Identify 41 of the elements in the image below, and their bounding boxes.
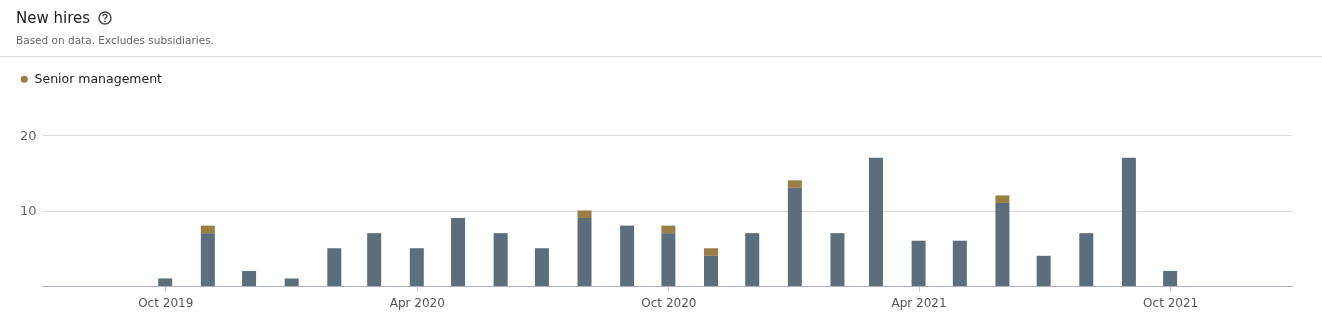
y-tick-label: 20 <box>19 127 37 143</box>
y-tick-label: 10 <box>19 203 37 218</box>
bar <box>367 233 382 286</box>
bar <box>200 233 215 286</box>
bar <box>577 210 592 219</box>
bar <box>409 248 424 286</box>
bar <box>1036 255 1051 286</box>
bar <box>284 278 299 286</box>
bar <box>577 218 592 286</box>
x-tick-label: Oct 2019 <box>138 295 194 310</box>
bar <box>158 278 173 286</box>
bar <box>952 240 967 286</box>
bar <box>661 233 676 286</box>
bar <box>868 157 883 286</box>
bar <box>745 233 760 286</box>
bar <box>242 270 257 286</box>
bar <box>787 180 802 188</box>
x-tick-label: Apr 2020 <box>389 295 445 310</box>
bar <box>661 225 676 234</box>
bar <box>1163 270 1178 286</box>
legend-label: Senior management <box>34 71 163 87</box>
chart-title: New hires <box>16 9 91 27</box>
bar <box>451 218 466 286</box>
bar <box>1121 157 1136 286</box>
x-tick-label: Oct 2020 <box>641 295 697 310</box>
bar <box>493 233 508 286</box>
bar <box>995 195 1010 203</box>
chart-subtitle: Based on data. Excludes subsidiaries. <box>16 34 215 46</box>
bar <box>327 248 342 286</box>
x-tick-label: Oct 2021 <box>1143 295 1199 310</box>
bar <box>620 225 635 286</box>
bar <box>534 248 549 286</box>
bar <box>200 225 215 234</box>
bar <box>703 248 718 256</box>
bar <box>1079 233 1094 286</box>
bar <box>830 233 845 286</box>
bar <box>703 255 718 286</box>
bar <box>911 240 926 286</box>
bar <box>995 202 1010 286</box>
bar <box>787 187 802 286</box>
x-tick-label: Apr 2021 <box>891 295 947 310</box>
